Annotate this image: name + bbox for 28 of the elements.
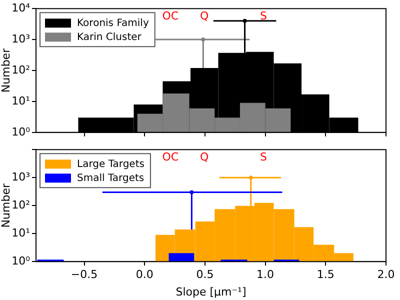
- legend-label: Karin Cluster: [77, 32, 142, 44]
- y-tick-label: 10³: [12, 32, 30, 46]
- annotation: OC: [162, 9, 179, 22]
- y-tick-label: 10⁰: [12, 125, 31, 138]
- y-axis-title: Number: [0, 183, 12, 228]
- x-tick-label: −0.5: [70, 268, 98, 282]
- x-tick-label: 1.0: [256, 268, 274, 282]
- annotation: S: [260, 9, 268, 22]
- y-axis-title: Number: [0, 48, 12, 93]
- annotation: S: [260, 150, 268, 164]
- x-tick-label: 2.0: [377, 268, 395, 282]
- x-axis-title: Slope [μm⁻¹]: [176, 285, 246, 298]
- y-tick-label: 10²: [12, 198, 30, 212]
- legend-label: Large Targets: [77, 159, 144, 170]
- x-tick-label: 0.5: [196, 268, 214, 282]
- y-tick-label: 10³: [12, 170, 30, 184]
- annotation: Q: [200, 150, 210, 164]
- y-tick-label: 10⁰: [12, 254, 31, 268]
- annotation: OC: [162, 150, 179, 164]
- annotation: Q: [200, 9, 210, 22]
- legend-label: Koronis Family: [77, 18, 149, 30]
- x-tick-label: 0.0: [136, 268, 154, 282]
- y-tick-label: 10¹: [12, 226, 30, 240]
- legend-label: Small Targets: [77, 173, 144, 184]
- y-tick-label: 10¹: [12, 94, 30, 108]
- x-tick-label: 1.5: [316, 268, 334, 282]
- y-tick-label: 10⁴: [12, 1, 31, 14]
- y-tick-label: 10²: [12, 63, 30, 76]
